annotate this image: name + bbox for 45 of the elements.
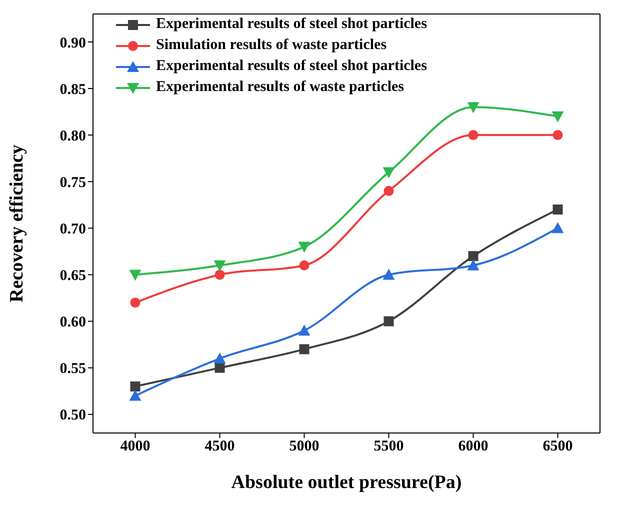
y-tick-label: 0.55 <box>60 361 86 378</box>
y-axis-title: Recovery efficiency <box>6 144 28 302</box>
legend-label: Experimental results of steel shot particles <box>156 16 427 32</box>
point <box>298 324 310 336</box>
point <box>129 390 142 401</box>
x-tick-label: 4000 <box>120 438 150 455</box>
point <box>384 316 394 326</box>
point <box>552 130 563 140</box>
point <box>467 102 480 114</box>
point <box>214 362 225 373</box>
point <box>214 260 226 272</box>
x-tick-label: 5500 <box>374 438 404 455</box>
legend-label: Experimental results of steel shot particles <box>156 58 427 74</box>
point <box>552 222 564 234</box>
y-tick-label: 0.85 <box>60 82 86 98</box>
point <box>129 270 142 281</box>
y-tick-label: 0.75 <box>60 174 86 191</box>
point <box>468 251 478 262</box>
point <box>299 344 310 354</box>
x-tick-label: 6000 <box>458 438 488 455</box>
legend-label: Experimental results of waste particles <box>156 79 404 95</box>
point <box>467 259 480 270</box>
x-tick-label: 6500 <box>542 438 573 455</box>
point <box>384 186 394 196</box>
y-tick-label: 0.65 <box>60 268 86 284</box>
x-tick-label: 5000 <box>289 438 320 455</box>
y-tick-label: 0.80 <box>60 128 86 144</box>
point <box>130 298 140 308</box>
point <box>214 352 226 364</box>
y-tick-label: 0.50 <box>60 408 86 424</box>
point <box>214 270 225 280</box>
legend-label: Simulation results of waste particles <box>156 37 387 53</box>
point <box>382 167 395 178</box>
point <box>382 268 395 280</box>
point <box>298 242 310 253</box>
y-tick-label: 0.90 <box>60 35 86 52</box>
y-tick-label: 0.70 <box>60 221 86 238</box>
point <box>130 381 140 392</box>
point <box>299 260 310 270</box>
point <box>552 111 564 122</box>
x-axis-title: Absolute outlet pressure(Pa) <box>231 472 462 493</box>
point <box>552 204 563 215</box>
x-tick-label: 4500 <box>204 438 235 455</box>
point <box>468 130 478 140</box>
y-tick-label: 0.60 <box>60 314 86 331</box>
